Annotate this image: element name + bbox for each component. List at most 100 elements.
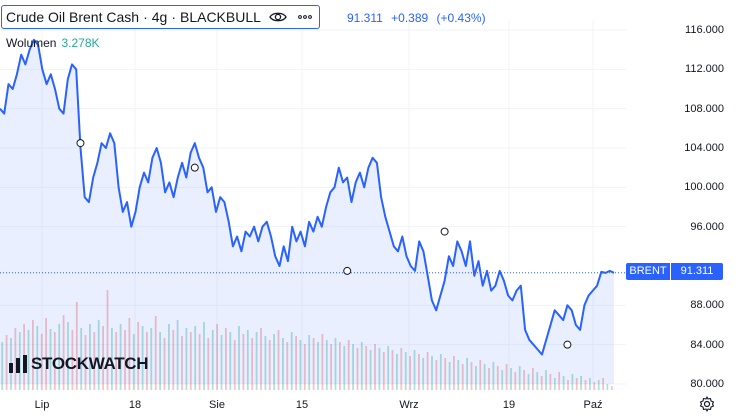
volume-bar: [606, 384, 609, 390]
volume-bar: [40, 334, 43, 390]
interval-label: 4g: [151, 9, 168, 25]
volume-bar: [479, 360, 482, 390]
volume-bar: [49, 329, 52, 390]
legend-separator: ·: [171, 9, 176, 25]
y-tick-label: 96.000: [690, 220, 724, 233]
event-marker: [563, 340, 572, 349]
volume-bar: [67, 322, 69, 390]
volume-bar: [518, 366, 521, 390]
volume-bar: [242, 334, 245, 390]
volume-bar: [536, 372, 539, 390]
y-tick-label: 108.000: [684, 102, 724, 115]
volume-bar: [115, 332, 118, 390]
volume-bar: [575, 378, 578, 390]
x-tick-label: Sie: [209, 399, 225, 411]
volume-bar: [84, 335, 87, 390]
volume-bar: [168, 324, 170, 390]
volume-bar: [137, 322, 140, 390]
volume-bar: [492, 362, 495, 390]
volume-bar: [198, 334, 201, 390]
x-tick-label: Lip: [34, 399, 50, 411]
volume-bar: [400, 348, 403, 390]
volume-bar: [282, 338, 284, 390]
volume-bar: [89, 324, 91, 390]
volume-bar: [321, 334, 324, 390]
symbol-legend[interactable]: Crude Oil Brent Cash · 4g · BLACKBULL: [1, 5, 320, 29]
volume-bar: [457, 360, 460, 390]
volume-bar: [396, 354, 398, 390]
volume-bar: [207, 338, 210, 390]
volume-bar: [330, 344, 332, 390]
volume-bar: [251, 338, 254, 390]
gear-icon[interactable]: [699, 396, 715, 412]
volume-bar: [571, 374, 574, 390]
volume-bar: [246, 330, 249, 390]
volume-bar: [558, 372, 561, 390]
volume-bar: [255, 332, 258, 390]
chart-grid: [0, 20, 626, 392]
volume-bar: [216, 324, 218, 390]
volume-bar: [610, 386, 613, 390]
volume-bar: [365, 346, 368, 390]
volume-bar: [303, 344, 306, 390]
volume-bar: [422, 358, 425, 390]
volume-bar: [501, 370, 504, 390]
volume-bar: [299, 340, 302, 390]
volume-bar: [194, 326, 197, 390]
volume-bar: [32, 320, 34, 390]
volume-bar: [308, 335, 311, 390]
broker-label: BLACKBULL: [179, 9, 261, 25]
volume-legend[interactable]: Wolumen 3.278K: [6, 36, 100, 50]
x-tick-label: 19: [502, 399, 516, 411]
volume-bar: [14, 328, 17, 390]
volume-bar: [470, 362, 473, 390]
volume-bar: [378, 348, 381, 390]
event-marker: [190, 163, 199, 172]
volume-bar: [225, 328, 227, 390]
volume-bar: [220, 335, 223, 390]
volume-bar: [58, 324, 61, 390]
volume-bar: [27, 330, 30, 390]
more-icon[interactable]: [297, 10, 313, 24]
volume-bar: [71, 330, 74, 390]
volume-bar: [102, 326, 104, 390]
volume-bar: [567, 380, 569, 390]
volume-bar: [435, 360, 438, 390]
event-marker: [76, 139, 85, 148]
volume-bar: [409, 356, 411, 390]
symbol-name: Crude Oil Brent Cash: [6, 9, 140, 25]
price-change: +0.389: [391, 11, 429, 25]
volume-bar: [312, 338, 315, 390]
volume-bar: [268, 340, 271, 390]
volume-bar: [124, 330, 126, 390]
y-tick-label: 88.000: [690, 299, 724, 312]
eye-icon[interactable]: [269, 10, 287, 24]
logo-bars-icon: [9, 355, 27, 373]
volume-bar: [597, 380, 600, 390]
volume-bar: [97, 320, 100, 390]
price-line: [0, 38, 615, 356]
volume-bar: [431, 356, 433, 390]
volume-bar: [93, 332, 96, 390]
volume-bar: [176, 320, 179, 390]
volume-bar: [128, 318, 131, 390]
volume-bar: [111, 328, 113, 390]
volume-bar: [5, 335, 8, 390]
volume-bar: [1, 342, 4, 390]
price-area-fill: [0, 39, 614, 385]
volume-bar: [448, 362, 451, 390]
x-tick-label: Paź: [583, 399, 603, 411]
volume-bar: [172, 330, 175, 390]
volume-bar: [514, 372, 517, 390]
volume-bar: [562, 376, 565, 390]
stockwatch-logo: STOCKWATCH: [8, 354, 149, 374]
volume-bar: [119, 324, 122, 390]
volume-label-text: Wolumen: [6, 36, 57, 50]
volume-bar: [273, 334, 275, 390]
volume-bar: [334, 338, 337, 390]
volume-bar: [602, 378, 604, 390]
y-tick-label: 84.000: [690, 338, 724, 351]
volume-bar: [290, 332, 293, 390]
volume-bar: [488, 368, 490, 390]
